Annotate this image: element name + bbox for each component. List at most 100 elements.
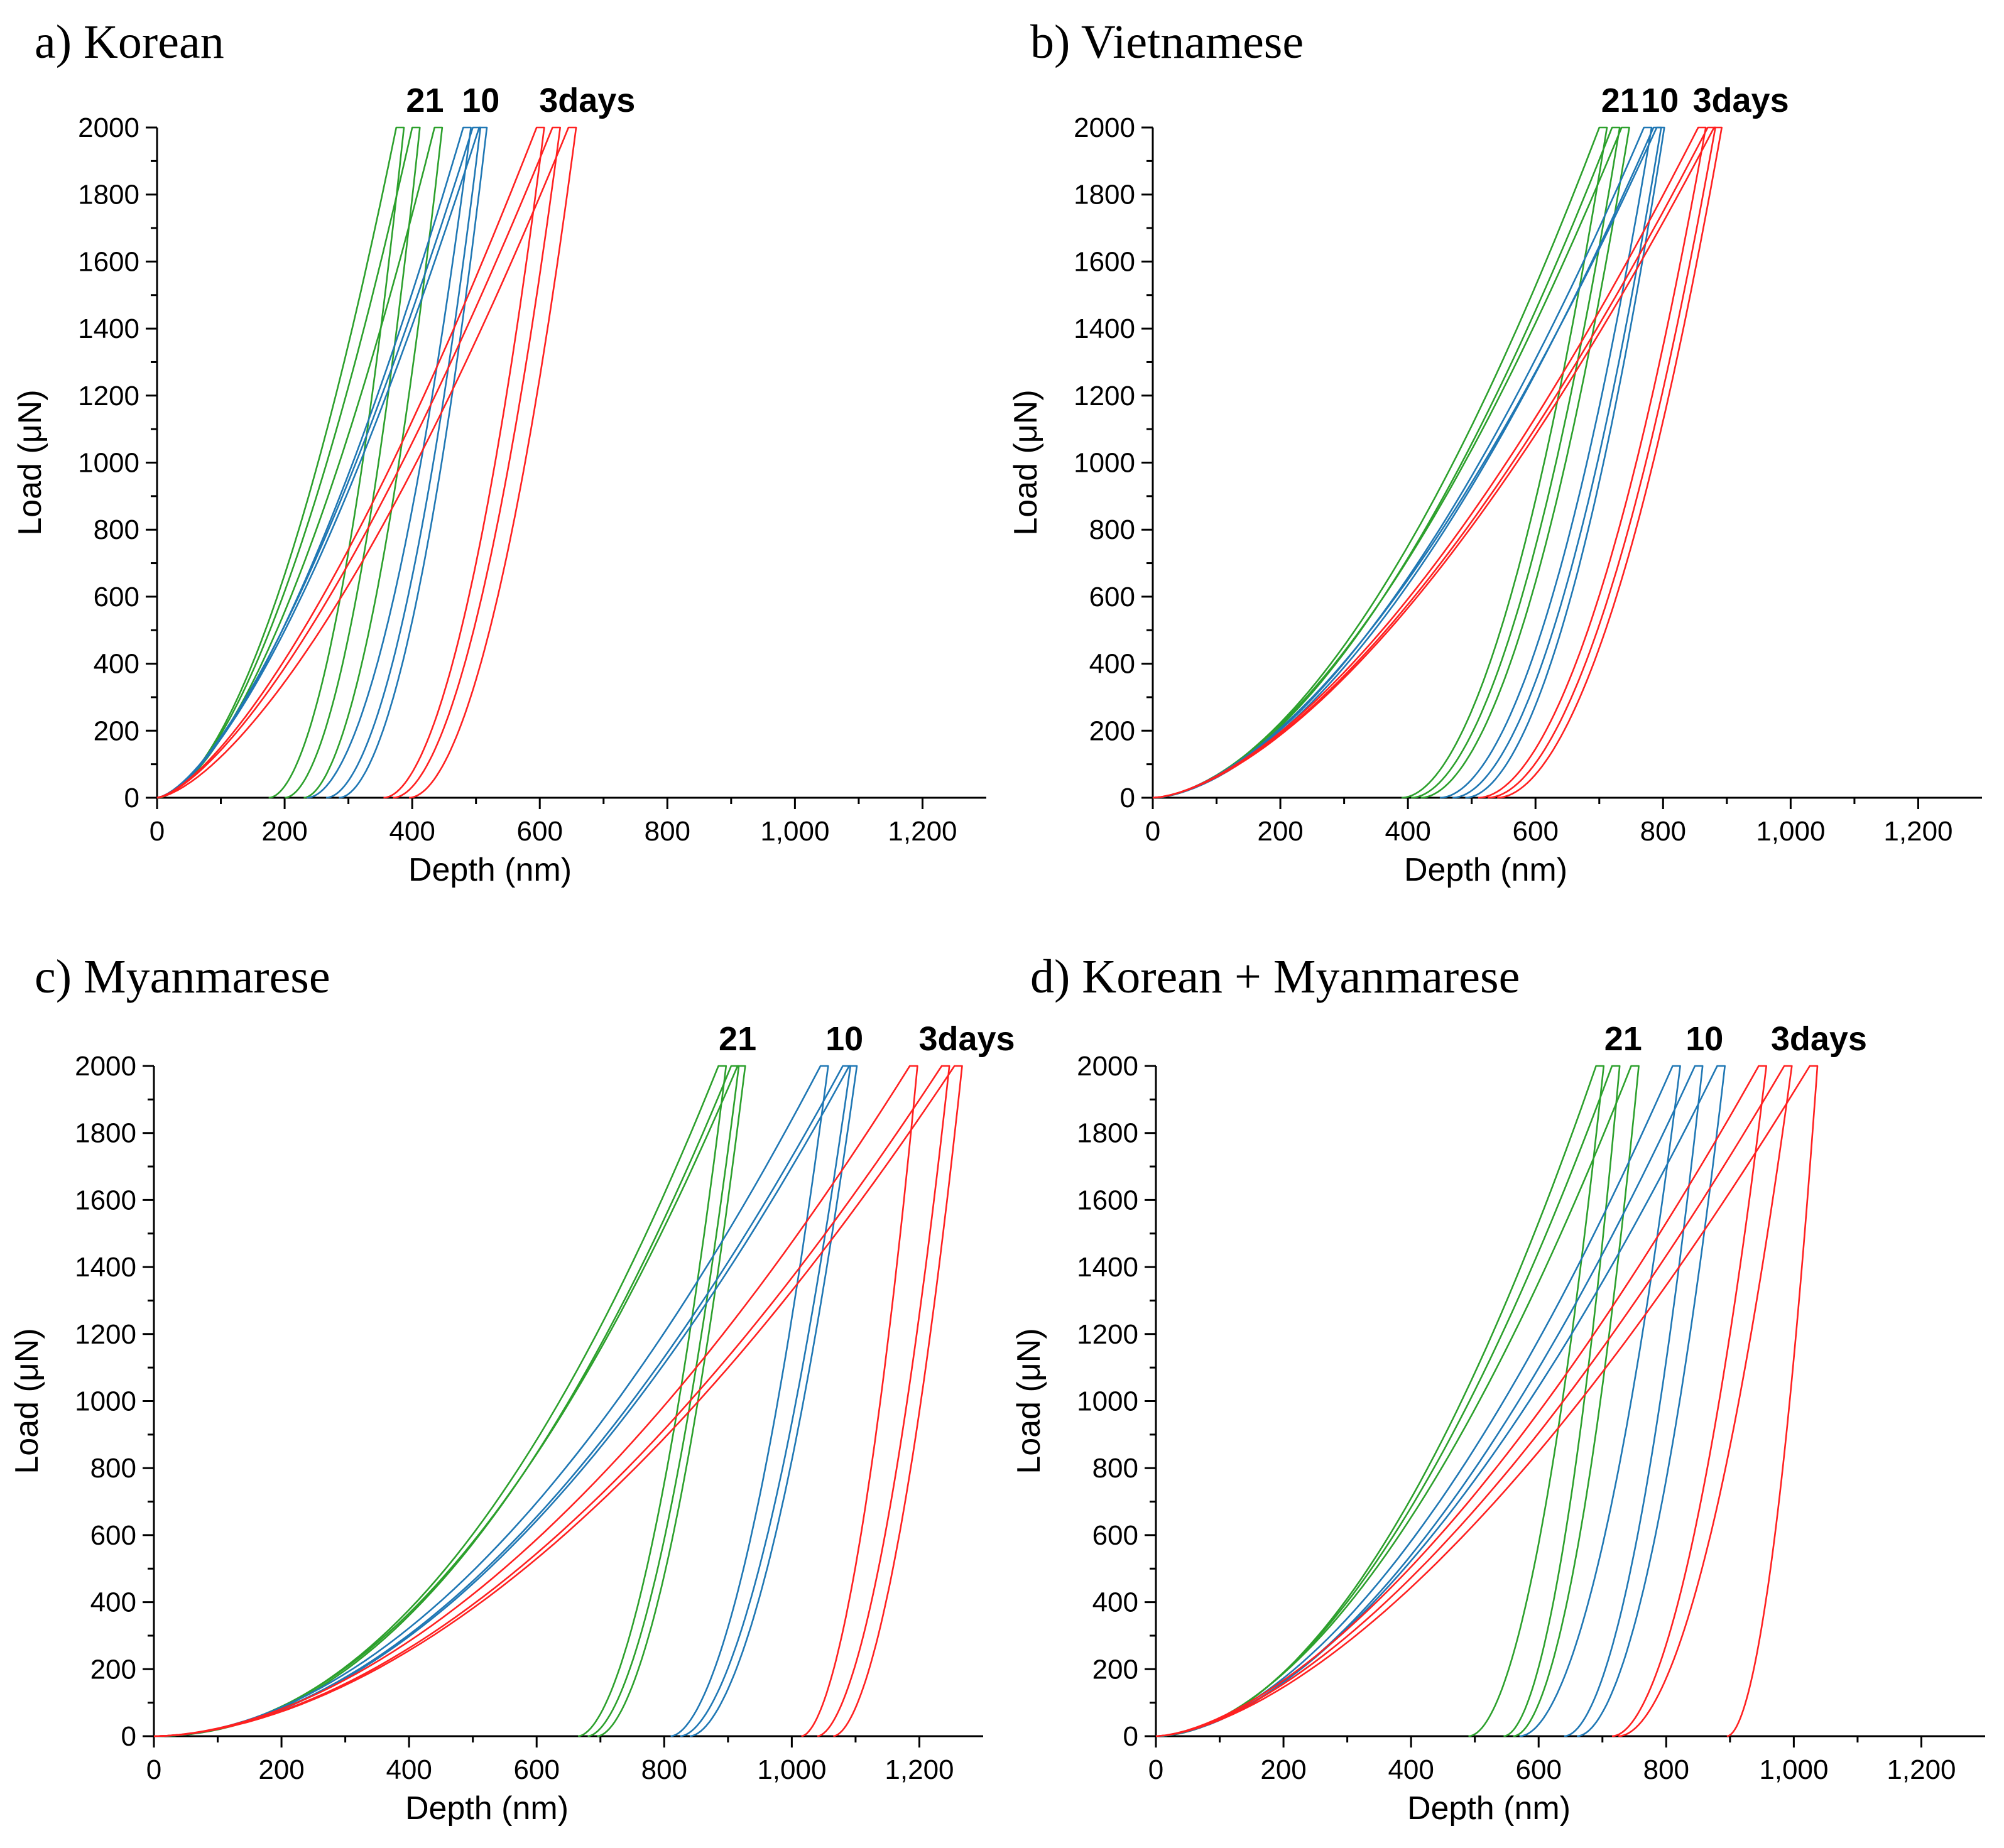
x-tick-label: 400	[386, 1754, 432, 1785]
curve-10-days-2	[1152, 126, 1662, 799]
y-tick-label: 200	[1092, 1654, 1138, 1685]
curve-21-days-3	[1155, 1065, 1640, 1737]
x-tick-label: 600	[517, 816, 563, 847]
x-tick-label: 600	[1516, 1754, 1562, 1785]
chart-panel-3: c) Myanmarese 0 200 400 600 800 1,000 1,200 0 200…	[9, 950, 1015, 1827]
y-tick-label: 400	[90, 1587, 136, 1618]
curve-3-days-2	[156, 126, 561, 799]
curve-21-days-2	[153, 1065, 740, 1737]
y-axis-label: Load (μN)	[12, 389, 48, 535]
y-tick-label: 800	[94, 514, 139, 545]
curve-10-days-1	[1155, 1065, 1681, 1737]
curve-3-days-3	[1152, 126, 1723, 799]
y-axis-label: Load (μN)	[9, 1328, 45, 1474]
curve-21-days-1	[1152, 126, 1608, 799]
y-tick-label: 1600	[1077, 1185, 1138, 1215]
y-tick-label: 1800	[1074, 180, 1135, 210]
x-tick-label: 400	[1388, 1754, 1434, 1785]
x-tick-label: 0	[146, 1754, 161, 1785]
curve-21-days-3	[156, 126, 444, 799]
x-tick-label: 1,200	[888, 816, 957, 847]
x-tick-label: 200	[1260, 1754, 1306, 1785]
y-tick-label: 0	[1120, 783, 1135, 813]
x-tick-label: 400	[389, 816, 435, 847]
curve-10-days-2	[1155, 1065, 1704, 1737]
y-tick-label: 800	[1089, 514, 1135, 545]
x-tick-label: 1,000	[757, 1754, 826, 1785]
curve-3-days-1	[153, 1065, 918, 1737]
y-tick-label: 1000	[75, 1386, 136, 1417]
curve-annotation-21: 21	[1601, 82, 1639, 119]
series-3-days	[1152, 126, 1723, 799]
y-tick-label: 1800	[78, 180, 139, 210]
y-tick-label: 400	[1089, 649, 1135, 680]
curve-annotation-10: 10	[825, 1020, 863, 1058]
curve-10-days-1	[153, 1065, 829, 1737]
x-tick-label: 0	[1145, 816, 1160, 847]
curve-10-days-2	[153, 1065, 852, 1737]
series-10-days	[153, 1065, 858, 1737]
curve-21-days-2	[1152, 126, 1621, 799]
chart-title: c) Myanmarese	[35, 950, 330, 1003]
curve-21-days-1	[1155, 1065, 1605, 1737]
chart-panel-4: d) Korean + Myanmarese 0 200 400 600 800 1,000…	[1011, 950, 1985, 1827]
series-3-days	[1155, 1065, 1819, 1737]
curve-21-days-3	[1152, 126, 1630, 799]
curve-10-days-3	[156, 126, 488, 799]
y-tick-label: 1600	[75, 1185, 136, 1215]
y-tick-label: 800	[1092, 1453, 1138, 1484]
y-tick-label: 1400	[78, 313, 139, 344]
x-tick-label: 1,200	[885, 1754, 954, 1785]
series-3-days	[153, 1065, 963, 1737]
curve-3-days-3	[153, 1065, 963, 1737]
series-21-days	[156, 126, 444, 799]
x-tick-label: 1,000	[1759, 1754, 1828, 1785]
curve-21-days-2	[156, 126, 421, 799]
y-tick-label: 600	[1092, 1520, 1138, 1551]
chart-title: b) Vietnamese	[1030, 16, 1304, 68]
x-tick-label: 800	[641, 1754, 687, 1785]
y-tick-label: 0	[121, 1721, 136, 1752]
x-tick-label: 200	[261, 816, 307, 847]
curve-3-days-2	[1152, 126, 1716, 799]
curve-3-days-2	[153, 1065, 950, 1737]
curve-3-days-3	[156, 126, 577, 799]
curve-10-days-3	[153, 1065, 858, 1737]
x-axis-label: Depth (nm)	[1407, 1790, 1571, 1827]
curve-3-days-1	[1152, 126, 1707, 799]
chart-panel-1: a) Korean 0 200 400 600 800 1,000 1,200 0 200 400 6…	[12, 16, 986, 888]
curve-annotation-3days: 3days	[1771, 1020, 1867, 1058]
y-axis-label: Load (μN)	[1008, 389, 1044, 535]
x-axis-label: Depth (nm)	[408, 852, 572, 888]
y-tick-label: 0	[1123, 1721, 1138, 1752]
curve-21-days-2	[1155, 1065, 1621, 1737]
curve-3-days-1	[1155, 1065, 1767, 1737]
curve-annotation-3days: 3days	[539, 82, 635, 119]
curve-10-days-3	[1155, 1065, 1726, 1737]
y-tick-label: 400	[94, 649, 139, 680]
y-tick-label: 1800	[75, 1118, 136, 1149]
y-axis-label: Load (μN)	[1011, 1328, 1047, 1474]
curve-annotation-21: 21	[719, 1020, 756, 1058]
y-tick-label: 0	[124, 783, 139, 813]
series-10-days	[1155, 1065, 1726, 1737]
y-tick-label: 1200	[1074, 381, 1135, 411]
y-tick-label: 400	[1092, 1587, 1138, 1618]
curve-3-days-1	[156, 126, 545, 799]
curve-3-days-2	[1155, 1065, 1793, 1737]
curve-annotation-21: 21	[406, 82, 444, 119]
y-tick-label: 1400	[1074, 313, 1135, 344]
y-tick-label: 1600	[78, 246, 139, 277]
y-tick-label: 200	[1089, 715, 1135, 746]
curve-annotation-3days: 3days	[918, 1020, 1015, 1058]
x-tick-label: 200	[258, 1754, 304, 1785]
x-axis-label: Depth (nm)	[1404, 852, 1567, 888]
curve-10-days-1	[1152, 126, 1653, 799]
curve-annotation-10: 10	[462, 82, 499, 119]
chart-title: a) Korean	[35, 16, 224, 68]
y-tick-label: 1000	[78, 448, 139, 479]
x-tick-label: 1,200	[1887, 1754, 1956, 1785]
series-10-days	[1152, 126, 1665, 799]
y-tick-label: 200	[94, 715, 139, 746]
x-tick-label: 600	[1513, 816, 1559, 847]
